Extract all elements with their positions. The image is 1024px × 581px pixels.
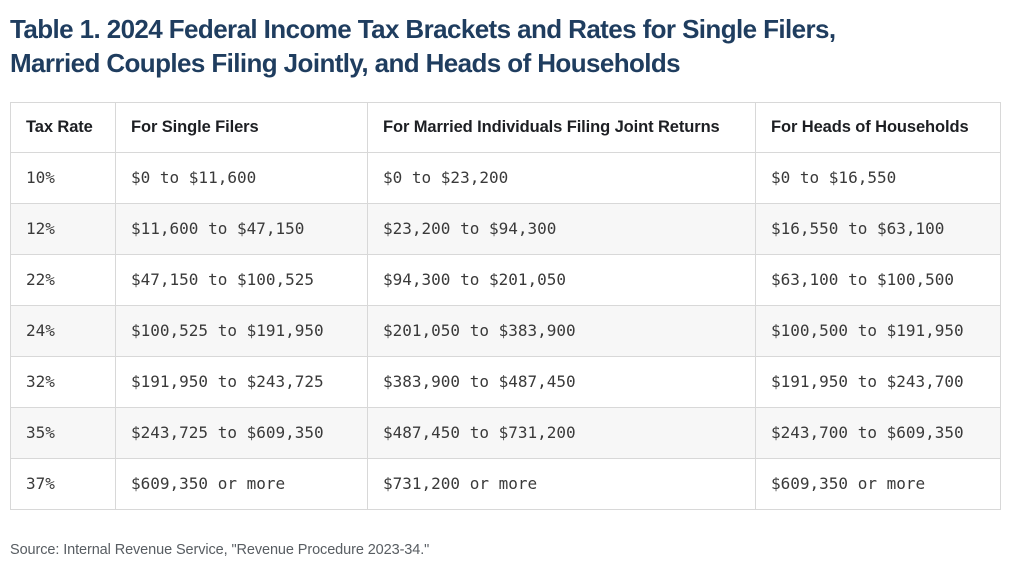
bracket-range-cell: $63,100 to $100,500 (755, 254, 1001, 306)
table-row: 12% $11,600 to $47,150 $23,200 to $94,300 $… (10, 203, 1001, 255)
bracket-range-cell: $0 to $16,550 (755, 152, 1001, 204)
page-title-line-2: Married Couples Filing Jointly, and Head… (10, 48, 681, 78)
table-header-cell: For Married Individuals Filing Joint Ret… (367, 102, 756, 153)
bracket-range-cell: $609,350 or more (755, 458, 1001, 510)
table-row: 22% $47,150 to $100,525 $94,300 to $201,05… (10, 254, 1001, 306)
tax-rate-cell: 22% (10, 254, 116, 306)
tax-rate-cell: 37% (10, 458, 116, 510)
table-header-row: Tax Rate For Single Filers For Married Ind… (10, 102, 1001, 153)
bracket-range-cell: $100,525 to $191,950 (115, 305, 368, 357)
page-title: Table 1. 2024 Federal Income Tax Bracket… (10, 12, 998, 80)
bracket-range-cell: $487,450 to $731,200 (367, 407, 756, 459)
bracket-range-cell: $94,300 to $201,050 (367, 254, 756, 306)
table-row: 24% $100,525 to $191,950 $201,050 to $383,… (10, 305, 1001, 357)
bracket-range-cell: $731,200 or more (367, 458, 756, 510)
bracket-range-cell: $243,700 to $609,350 (755, 407, 1001, 459)
bracket-range-cell: $47,150 to $100,525 (115, 254, 368, 306)
table-head: Tax Rate For Single Filers For Married Ind… (10, 102, 1001, 153)
bracket-range-cell: $11,600 to $47,150 (115, 203, 368, 255)
table-body: 10% $0 to $11,600 $0 to $23,200 $0 to $16,5… (10, 152, 1001, 510)
tax-rate-cell: 24% (10, 305, 116, 357)
tax-rate-cell: 32% (10, 356, 116, 408)
table-row: 10% $0 to $11,600 $0 to $23,200 $0 to $16,5… (10, 152, 1001, 204)
bracket-range-cell: $201,050 to $383,900 (367, 305, 756, 357)
tax-rate-cell: 10% (10, 152, 116, 204)
bracket-range-cell: $16,550 to $63,100 (755, 203, 1001, 255)
bracket-range-cell: $0 to $11,600 (115, 152, 368, 204)
bracket-range-cell: $609,350 or more (115, 458, 368, 510)
bracket-range-cell: $243,725 to $609,350 (115, 407, 368, 459)
tax-rate-cell: 35% (10, 407, 116, 459)
bracket-range-cell: $0 to $23,200 (367, 152, 756, 204)
table-header-cell: For Heads of Households (755, 102, 1001, 153)
page-title-line-1: Table 1. 2024 Federal Income Tax Bracket… (10, 14, 836, 44)
table-row: 35% $243,725 to $609,350 $487,450 to $731,… (10, 407, 1001, 459)
tax-rate-cell: 12% (10, 203, 116, 255)
table-row: 32% $191,950 to $243,725 $383,900 to $487,… (10, 356, 1001, 408)
bracket-range-cell: $191,950 to $243,725 (115, 356, 368, 408)
bracket-range-cell: $100,500 to $191,950 (755, 305, 1001, 357)
table-header-cell: For Single Filers (115, 102, 368, 153)
table-row: 37% $609,350 or more $731,200 or more $609,… (10, 458, 1001, 510)
bracket-range-cell: $383,900 to $487,450 (367, 356, 756, 408)
source-note: Source: Internal Revenue Service, "Reven… (10, 542, 430, 558)
tax-brackets-table: Tax Rate For Single Filers For Married Ind… (10, 102, 1001, 510)
bracket-range-cell: $23,200 to $94,300 (367, 203, 756, 255)
table-header-cell: Tax Rate (10, 102, 116, 153)
bracket-range-cell: $191,950 to $243,700 (755, 356, 1001, 408)
